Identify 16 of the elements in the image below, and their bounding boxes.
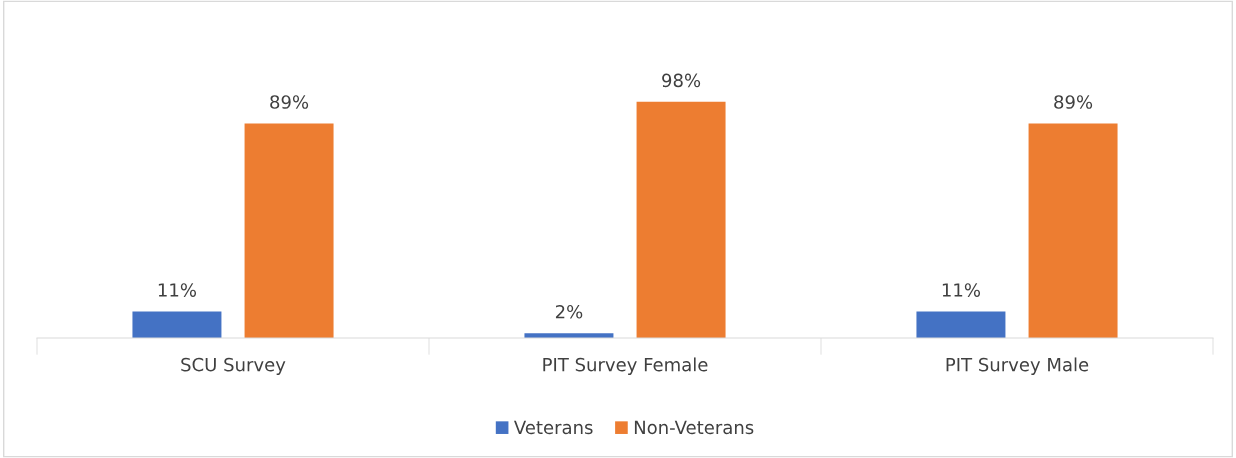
- bar: [916, 311, 1006, 338]
- bar: [1028, 123, 1118, 338]
- bar: [636, 101, 726, 338]
- data-label: 89%: [1054, 95, 1093, 109]
- bar: [244, 123, 334, 338]
- data-label: 2%: [555, 304, 583, 319]
- x-tick-label: PIT Survey Female: [543, 357, 708, 375]
- data-label: 11%: [942, 283, 981, 297]
- x-tick-label: PIT Survey Male: [946, 357, 1089, 375]
- bar: [132, 311, 222, 338]
- legend-label: Veterans: [514, 420, 593, 435]
- data-label: 11%: [158, 283, 197, 297]
- legend-label: Non-Veterans: [634, 420, 754, 435]
- x-tick-label: SCU Survey: [181, 357, 286, 375]
- data-label: 98%: [662, 73, 701, 88]
- data-label: 89%: [270, 95, 309, 109]
